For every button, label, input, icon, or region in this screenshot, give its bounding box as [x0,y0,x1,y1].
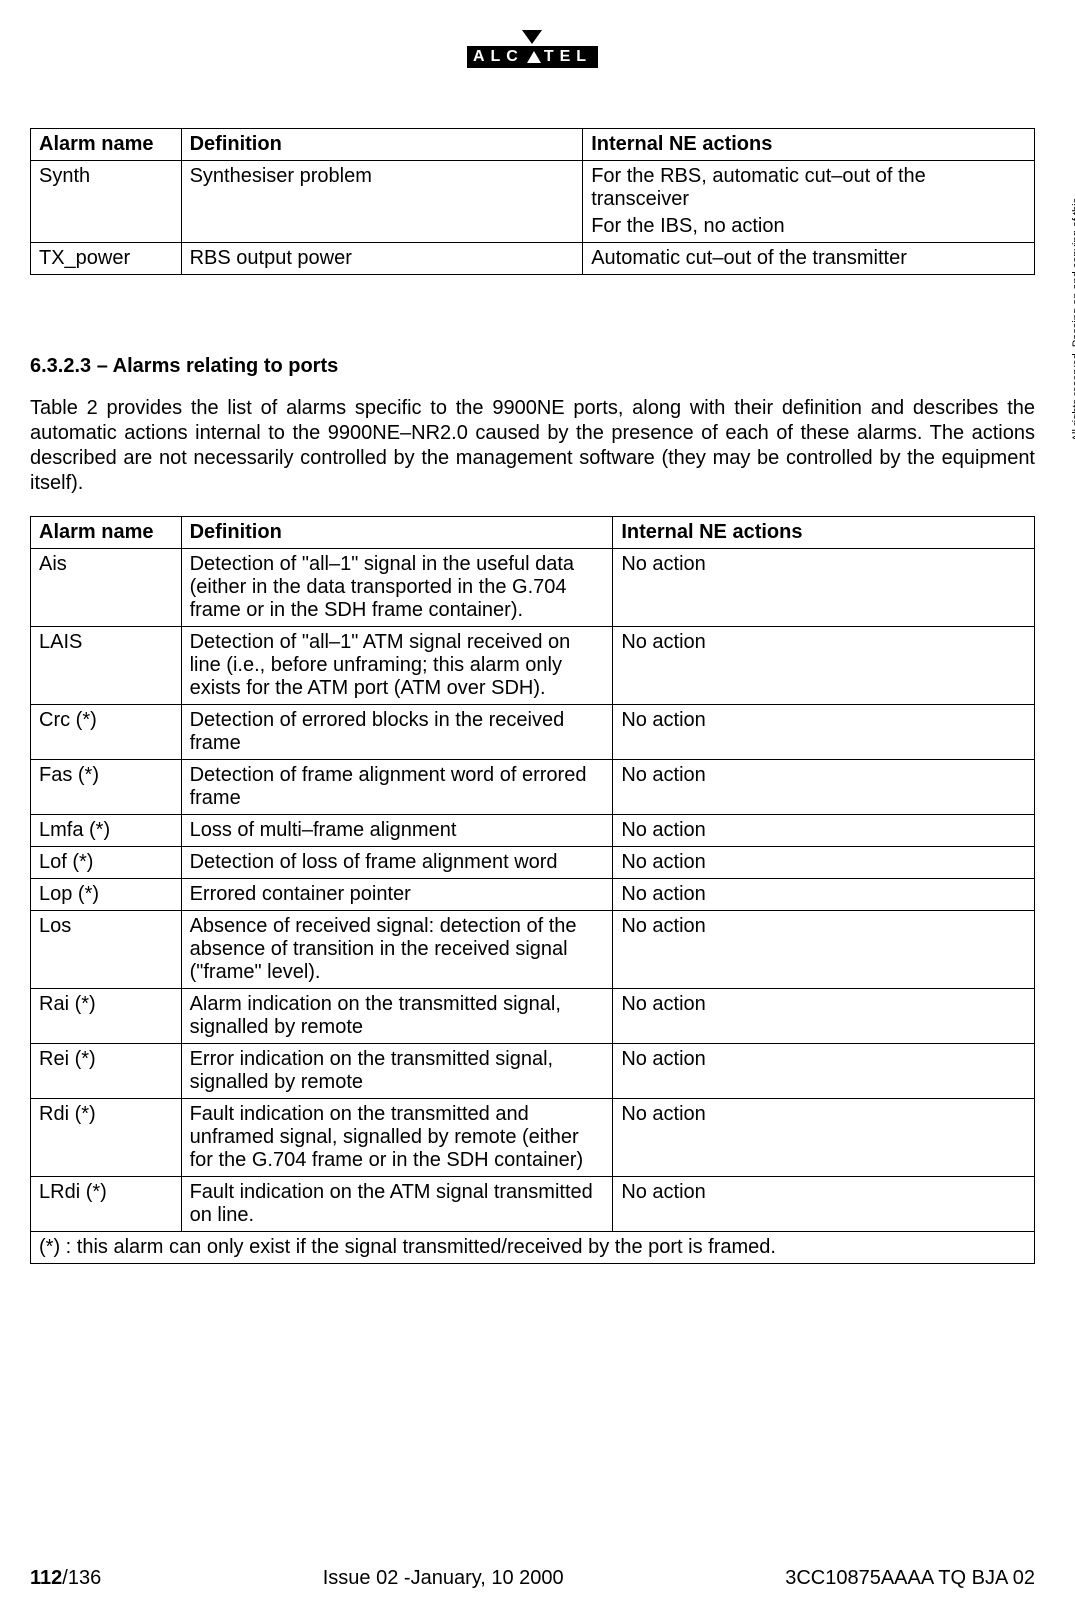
brand-logo: ALC TEL [30,30,1035,68]
alarm-table-1: Alarm name Definition Internal NE action… [30,128,1035,275]
table-row: TX_power RBS output power Automatic cut–… [31,243,1035,275]
brand-text-left: ALC [473,48,524,66]
table-footnote-row: (*) : this alarm can only exist if the s… [31,1232,1035,1264]
cell-alarm-name: Lmfa (*) [31,815,182,847]
table-row: LRdi (*)Fault indication on the ATM sign… [31,1177,1035,1232]
cell-actions-line: For the RBS, automatic cut–out of the tr… [591,165,1026,211]
brand-wordmark: ALC TEL [467,46,598,68]
cell-alarm-name: LRdi (*) [31,1177,182,1232]
page-current: 112 [30,1567,62,1589]
cell-alarm-name: Lop (*) [31,879,182,911]
table-row: Rai (*)Alarm indication on the transmitt… [31,989,1035,1044]
cell-actions: No action [613,1099,1035,1177]
cell-definition: Synthesiser problem [181,161,583,243]
side-line: All rights reserved. Passing on and copy… [1071,180,1075,459]
cell-definition: Detection of "all–1" signal in the usefu… [181,549,613,627]
cell-definition: Detection of loss of frame alignment wor… [181,847,613,879]
cell-alarm-name: Synth [31,161,182,243]
cell-definition: Fault indication on the ATM signal trans… [181,1177,613,1232]
table-row: Fas (*)Detection of frame alignment word… [31,760,1035,815]
cell-actions: No action [613,879,1035,911]
cell-actions: No action [613,847,1035,879]
cell-alarm-name: TX_power [31,243,182,275]
cell-definition: Detection of "all–1" ATM signal received… [181,627,613,705]
page-footer: 112/136 Issue 02 -January, 10 2000 3CC10… [30,1567,1035,1590]
brand-logo-inner: ALC TEL [467,30,598,68]
cell-definition: Detection of errored blocks in the recei… [181,705,613,760]
page-container: ALC TEL Alarm name Definition Internal N… [0,0,1075,1620]
cell-definition: Detection of frame alignment word of err… [181,760,613,815]
footer-docref: 3CC10875AAAA TQ BJA 02 [785,1567,1035,1590]
page-number: 112/136 [30,1567,101,1590]
page-total: /136 [62,1567,101,1589]
table-row: LosAbsence of received signal: detection… [31,911,1035,989]
side-copyright-notice: All rights reserved. Passing on and copy… [1071,180,1075,459]
table-row: Lop (*)Errored container pointerNo actio… [31,879,1035,911]
alarm-table-2: Alarm name Definition Internal NE action… [30,516,1035,1264]
cell-alarm-name: Fas (*) [31,760,182,815]
cell-actions: No action [613,815,1035,847]
col-header-definition: Definition [181,517,613,549]
table-header-row: Alarm name Definition Internal NE action… [31,129,1035,161]
col-header-definition: Definition [181,129,583,161]
cell-alarm-name: Lof (*) [31,847,182,879]
footer-issue: Issue 02 -January, 10 2000 [323,1567,564,1590]
table-footnote: (*) : this alarm can only exist if the s… [31,1232,1035,1264]
col-header-name: Alarm name [31,517,182,549]
cell-definition: Errored container pointer [181,879,613,911]
section-paragraph: Table 2 provides the list of alarms spec… [30,396,1035,496]
cell-definition: Loss of multi–frame alignment [181,815,613,847]
cell-alarm-name: Crc (*) [31,705,182,760]
cell-alarm-name: Rai (*) [31,989,182,1044]
cell-alarm-name: LAIS [31,627,182,705]
cell-alarm-name: Rei (*) [31,1044,182,1099]
cell-definition: Fault indication on the transmitted and … [181,1099,613,1177]
table-row: Synth Synthesiser problem For the RBS, a… [31,161,1035,243]
col-header-actions: Internal NE actions [583,129,1035,161]
table-row: Lmfa (*)Loss of multi–frame alignmentNo … [31,815,1035,847]
table-row: Rdi (*)Fault indication on the transmitt… [31,1099,1035,1177]
cell-actions: No action [613,1177,1035,1232]
cell-actions: No action [613,1044,1035,1099]
table-row: LAISDetection of "all–1" ATM signal rece… [31,627,1035,705]
cell-alarm-name: Rdi (*) [31,1099,182,1177]
cell-definition: Absence of received signal: detection of… [181,911,613,989]
logo-up-triangle-icon [527,51,541,63]
cell-definition: Error indication on the transmitted sign… [181,1044,613,1099]
table-header-row: Alarm name Definition Internal NE action… [31,517,1035,549]
logo-down-triangle-icon [522,30,542,44]
section-heading: 6.3.2.3 – Alarms relating to ports [30,355,1035,378]
cell-actions: For the RBS, automatic cut–out of the tr… [583,161,1035,243]
col-header-actions: Internal NE actions [613,517,1035,549]
col-header-name: Alarm name [31,129,182,161]
cell-actions: Automatic cut–out of the transmitter [583,243,1035,275]
cell-alarm-name: Ais [31,549,182,627]
table-row: Crc (*)Detection of errored blocks in th… [31,705,1035,760]
cell-actions: No action [613,760,1035,815]
cell-actions-line: For the IBS, no action [591,215,1026,238]
cell-definition: RBS output power [181,243,583,275]
table-row: Lof (*)Detection of loss of frame alignm… [31,847,1035,879]
cell-actions: No action [613,705,1035,760]
table-row: Rei (*)Error indication on the transmitt… [31,1044,1035,1099]
cell-actions: No action [613,911,1035,989]
cell-alarm-name: Los [31,911,182,989]
brand-text-right: TEL [544,48,592,66]
cell-actions: No action [613,989,1035,1044]
table-row: AisDetection of "all–1" signal in the us… [31,549,1035,627]
cell-actions: No action [613,549,1035,627]
cell-actions: No action [613,627,1035,705]
cell-definition: Alarm indication on the transmitted sign… [181,989,613,1044]
